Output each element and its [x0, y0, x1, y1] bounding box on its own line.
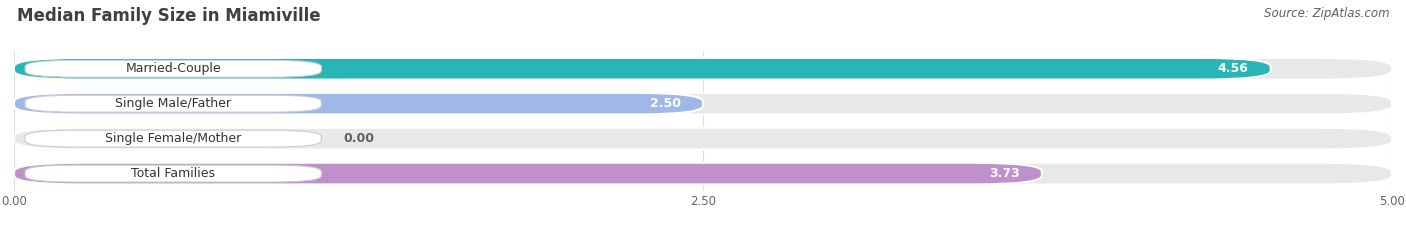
Text: 2.50: 2.50 [650, 97, 681, 110]
Text: Source: ZipAtlas.com: Source: ZipAtlas.com [1264, 7, 1389, 20]
Text: Median Family Size in Miamiville: Median Family Size in Miamiville [17, 7, 321, 25]
FancyBboxPatch shape [14, 163, 1042, 185]
FancyBboxPatch shape [25, 95, 322, 112]
FancyBboxPatch shape [14, 93, 703, 115]
Text: 4.56: 4.56 [1218, 62, 1249, 75]
FancyBboxPatch shape [25, 165, 322, 182]
FancyBboxPatch shape [25, 130, 322, 147]
FancyBboxPatch shape [14, 58, 1271, 80]
FancyBboxPatch shape [14, 58, 1392, 80]
FancyBboxPatch shape [14, 163, 1392, 185]
Text: Married-Couple: Married-Couple [125, 62, 221, 75]
Text: 3.73: 3.73 [990, 167, 1019, 180]
FancyBboxPatch shape [25, 60, 322, 77]
Text: Single Female/Mother: Single Female/Mother [105, 132, 242, 145]
Text: Total Families: Total Families [131, 167, 215, 180]
Text: 0.00: 0.00 [343, 132, 374, 145]
FancyBboxPatch shape [14, 128, 1392, 150]
Text: Single Male/Father: Single Male/Father [115, 97, 231, 110]
FancyBboxPatch shape [14, 93, 1392, 115]
